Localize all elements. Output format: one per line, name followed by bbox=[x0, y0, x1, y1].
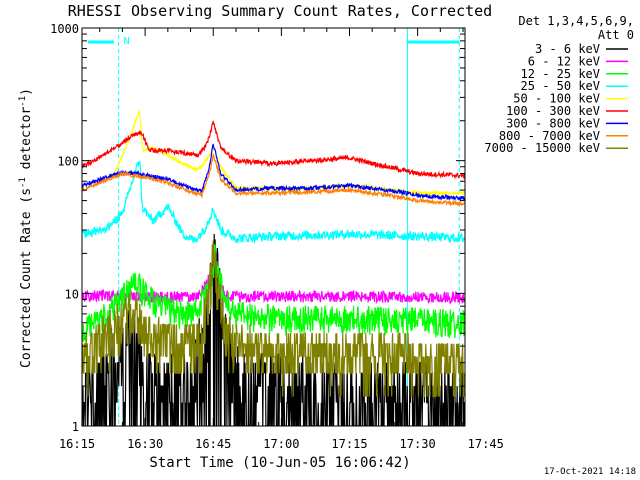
series-layer bbox=[81, 110, 466, 427]
series-line-0 bbox=[81, 233, 466, 427]
y-axis-label: Corrected Count Rate (s-1 detector-1) bbox=[18, 88, 34, 368]
y-axis-label-sup1: -1 bbox=[18, 177, 28, 188]
legend-label-2: 12 - 25 keV bbox=[521, 67, 600, 81]
x-tick-label-5: 17:30 bbox=[400, 437, 436, 451]
legend-label-1: 6 - 12 keV bbox=[528, 54, 600, 68]
legend-label-5: 100 - 300 keV bbox=[506, 104, 600, 118]
y-axis: 1 10 100 1000 bbox=[50, 22, 465, 434]
legend-label-7: 800 - 7000 keV bbox=[499, 129, 600, 143]
x-tick-label-3: 17:00 bbox=[263, 437, 299, 451]
y-tick-label-1: 10 bbox=[65, 287, 79, 301]
plot-frame bbox=[81, 27, 466, 427]
y-axis-label-mid: detector bbox=[19, 107, 34, 178]
legend-label-6: 300 - 800 keV bbox=[506, 116, 600, 130]
legend-header-attenuator: Att 0 bbox=[598, 28, 634, 42]
series-line-2 bbox=[81, 244, 466, 343]
y-tick-label-0: 1 bbox=[72, 420, 79, 434]
plot-area: N 16:15 16:30 16:45 17:00 17:15 17:30 17:45 11… bbox=[50, 22, 504, 451]
x-axis-label: Start Time (10-Jun-05 16:06:42) bbox=[149, 455, 410, 471]
legend-label-8: 7000 - 15000 keV bbox=[484, 141, 600, 155]
x-tick-label-0: 16:15 bbox=[59, 437, 95, 451]
legend-label-3: 25 - 50 keV bbox=[521, 79, 600, 93]
y-tick-label-3: 1000 bbox=[50, 22, 79, 36]
series-line-8 bbox=[81, 240, 466, 398]
series-line-1 bbox=[81, 254, 466, 305]
x-tick-label-4: 17:15 bbox=[331, 437, 367, 451]
legend-label-0: 3 - 6 keV bbox=[535, 42, 600, 56]
x-axis: 16:15 16:30 16:45 17:00 17:15 17:30 17:45 bbox=[59, 28, 504, 451]
x-tick-label-6: 17:45 bbox=[468, 437, 504, 451]
series-line-7 bbox=[81, 153, 466, 207]
svg-text:Corrected Count Rate (s-1 dete: Corrected Count Rate (s-1 detector-1) bbox=[18, 88, 34, 368]
y-axis-label-main: Corrected Count Rate (s bbox=[19, 188, 34, 368]
generation-timestamp: 17-Oct-2021 14:18 bbox=[544, 467, 636, 477]
legend-header-detectors: Det 1,3,4,5,6,9, bbox=[518, 14, 634, 28]
y-axis-label-sup2: -1 bbox=[18, 96, 28, 107]
series-line-5 bbox=[81, 120, 466, 180]
chart-title: RHESSI Observing Summary Count Rates, Co… bbox=[68, 2, 492, 20]
legend-label-4: 50 - 100 keV bbox=[513, 92, 600, 106]
attenuator-label: N bbox=[124, 36, 130, 47]
y-axis-label-end: ) bbox=[19, 88, 34, 96]
x-tick-label-2: 16:45 bbox=[195, 437, 231, 451]
x-tick-label-1: 16:30 bbox=[127, 437, 163, 451]
series-line-3 bbox=[81, 160, 466, 244]
y-tick-label-2: 100 bbox=[57, 155, 79, 169]
